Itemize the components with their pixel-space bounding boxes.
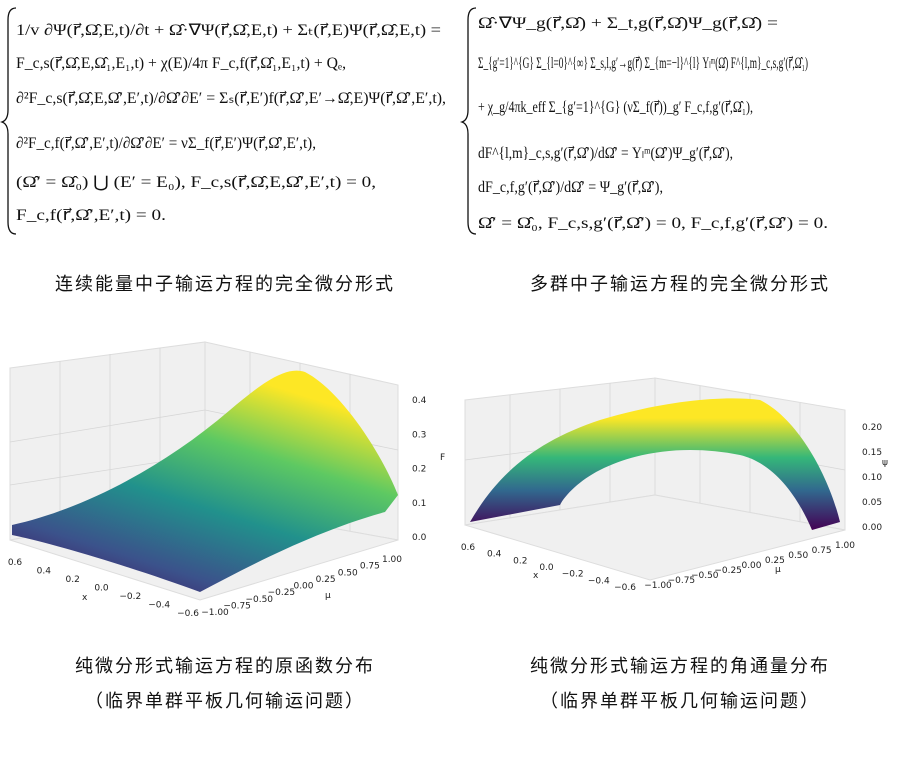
axis-label: ψ	[882, 458, 888, 468]
z-tick-label: 0.00	[862, 523, 882, 533]
y-tick-label: −0.25	[714, 566, 742, 576]
y-tick-label: 0.00	[293, 582, 313, 592]
y-tick-label: −1.00	[644, 581, 672, 591]
y-tick-label: −1.00	[201, 608, 229, 618]
brace	[0, 7, 17, 235]
y-tick-label: −0.50	[245, 595, 273, 605]
y-tick-label: −0.25	[268, 588, 296, 598]
x-tick-label: 0.6	[8, 558, 23, 568]
equation-line: F_c,s(r⃗,Ω̂,E,Ω̂₁,E₁,t) + χ(E)/4π F_c,f(…	[16, 55, 346, 72]
surface	[12, 370, 398, 592]
x-tick-label: 0.2	[513, 556, 527, 566]
x-tick-label: 0.4	[37, 567, 52, 577]
z-tick-label: 0.3	[412, 430, 426, 440]
equation-line: (Ω̂′ = Ω̂₀) ⋃ (E′ = E₀), F_c,s(r⃗,Ω̂,E,Ω…	[16, 174, 376, 191]
y-tick-label: −0.75	[668, 576, 696, 586]
y-tick-label: −0.50	[691, 571, 719, 581]
z-tick-label: 0.05	[862, 498, 882, 508]
caption: 纯微分形式输运方程的角通量分布	[530, 656, 830, 677]
y-tick-label: 0.50	[788, 551, 808, 561]
x-tick-label: 0.0	[539, 563, 554, 573]
equation-line: 1/v ∂Ψ(r⃗,Ω̂,E,t)/∂t + Ω̂·∇Ψ(r⃗,Ω̂,E,t) …	[16, 22, 441, 39]
axis-label: x	[533, 571, 539, 581]
y-tick-label: 0.75	[812, 546, 832, 556]
x-tick-label: −0.2	[562, 570, 584, 580]
caption: 连续能量中子输运方程的完全微分形式	[55, 274, 395, 295]
caption: （临界单群平板几何输运问题）	[85, 691, 365, 712]
equation-line: dF^{l,m}_c,s,g′(r⃗,Ω̂′)/dΩ̂′ = Yₗᵐ(Ω̂′)Ψ…	[478, 145, 733, 162]
equation-line: Σ_{g′=1}^{G} Σ_{l=0}^{∞} Σ_s,l,g′→g(r⃗) …	[478, 55, 808, 72]
z-tick-label: 0.2	[412, 465, 426, 475]
x-tick-label: −0.6	[614, 583, 636, 593]
equations: 1/v ∂Ψ(r⃗,Ω̂,E,t)/∂t + Ω̂·∇Ψ(r⃗,Ω̂,E,t) …	[16, 15, 828, 232]
x-tick-label: −0.4	[148, 601, 170, 611]
equation-line: ∂²F_c,f(r⃗,Ω̂′,E′,t)/∂Ω̂′∂E′ = νΣ_f(r⃗,E…	[16, 135, 316, 152]
axis-label: F	[440, 453, 445, 463]
y-tick-label: 1.00	[835, 541, 855, 551]
equation-line: Ω̂·∇Ψ_g(r⃗,Ω̂) + Σ_t,g(r⃗,Ω̂)Ψ_g(r⃗,Ω̂) …	[478, 15, 778, 32]
caption: （临界单群平板几何输运问题）	[540, 691, 820, 712]
caption: 纯微分形式输运方程的原函数分布	[75, 656, 375, 677]
y-tick-label: 0.00	[741, 561, 761, 571]
equation-line: ∂²F_c,s(r⃗,Ω̂,E,Ω̂′,E′,t)/∂Ω̂′∂E′ = Σₛ(r…	[16, 90, 446, 107]
x-tick-label: 0.0	[94, 584, 109, 594]
y-tick-label: 1.00	[382, 555, 402, 565]
surface	[470, 398, 840, 530]
brace	[459, 7, 477, 235]
axis-label: x	[82, 593, 88, 603]
x-tick-label: −0.6	[177, 609, 199, 619]
y-tick-label: −0.75	[223, 601, 251, 611]
axis-label: μ	[775, 565, 781, 575]
z-tick-label: 0.4	[412, 396, 427, 406]
equation-line: dF_c,f,g′(r⃗,Ω̂′)/dΩ̂′ = Ψ_g′(r⃗,Ω̂′),	[478, 179, 663, 196]
y-tick-label: 0.25	[765, 556, 785, 566]
x-tick-label: −0.2	[119, 592, 141, 602]
equation-line: + χ_g/4πk_eff Σ_{g′=1}^{G} (νΣ_f(r⃗))_g′…	[478, 99, 753, 116]
z-tick-label: 0.15	[862, 448, 882, 458]
y-tick-label: 0.75	[360, 562, 380, 572]
equation-line: Ω̂′ = Ω̂₀, F_c,s,g′(r⃗,Ω̂′) = 0, F_c,f,g…	[478, 215, 828, 232]
x-tick-label: 0.2	[66, 575, 80, 585]
caption: 多群中子输运方程的完全微分形式	[530, 274, 830, 295]
z-tick-label: 0.10	[862, 473, 882, 483]
x-tick-label: −0.4	[588, 576, 610, 586]
x-tick-label: 0.4	[487, 550, 502, 560]
pane	[464, 494, 846, 581]
y-tick-label: 0.25	[316, 575, 336, 585]
y-tick-label: 0.50	[338, 568, 358, 578]
z-tick-label: 0.1	[412, 499, 426, 509]
z-tick-label: 0.0	[412, 533, 427, 543]
x-tick-label: 0.6	[461, 543, 476, 553]
axes: 0.60.40.20.0−0.2−0.4−0.6 −1.00−0.75−0.50−…	[8, 396, 888, 619]
axis-label: μ	[325, 591, 331, 601]
equation-line: F_c,f(r⃗,Ω̂′,E′,t) = 0.	[16, 207, 166, 224]
z-tick-label: 0.20	[862, 423, 882, 433]
